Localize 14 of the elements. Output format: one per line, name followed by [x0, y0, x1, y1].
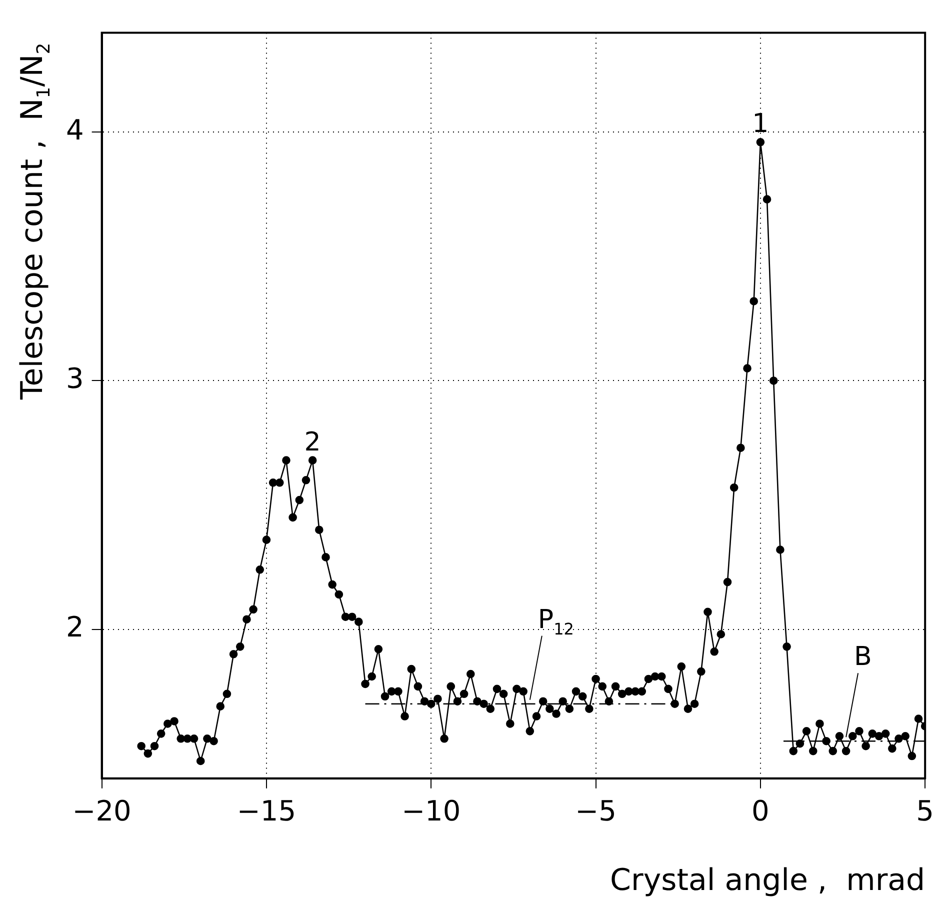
y-tick-label: 3 — [66, 362, 84, 396]
x-tick-label: −15 — [236, 794, 296, 828]
y-tick-label: 2 — [66, 610, 84, 644]
x-tick-label: −5 — [575, 794, 616, 828]
annotation: 2 — [304, 427, 321, 458]
y-tick-label: 4 — [66, 113, 84, 146]
x-tick-label: −20 — [72, 794, 132, 828]
x-tick-label: 0 — [752, 794, 770, 828]
x-tick-label: −10 — [402, 794, 461, 828]
annotation: 1 — [752, 109, 769, 140]
y-axis-title: Telescope count , N1/N2 — [15, 42, 54, 400]
x-axis-title: Crystal angle , mrad — [610, 863, 926, 898]
x-tick-label: 5 — [916, 794, 934, 828]
annotation: B — [854, 642, 872, 672]
